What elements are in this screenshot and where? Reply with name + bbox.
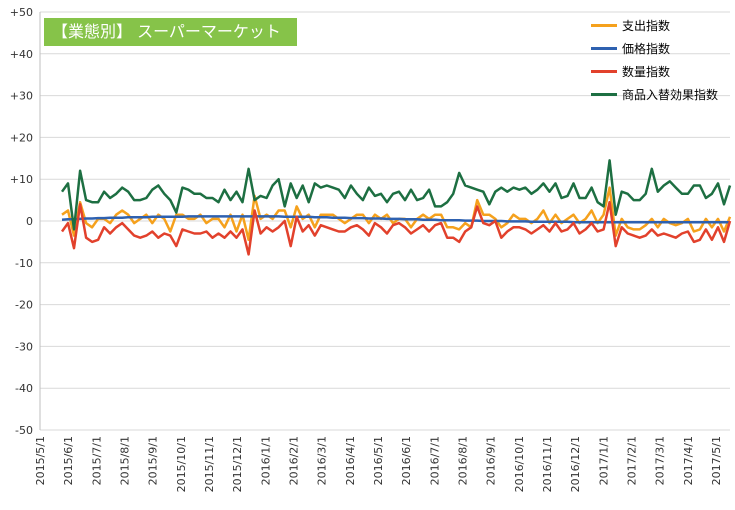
legend-swatch (591, 24, 617, 27)
x-tick-label: 2016/2/1 (287, 436, 300, 485)
x-tick-label: 2016/7/1 (428, 436, 441, 485)
x-tick-label: 2017/2/1 (625, 436, 638, 485)
x-tick-label: 2015/7/1 (90, 436, 103, 485)
x-tick-label: 2015/11/1 (203, 436, 216, 492)
y-tick-label: +10 (10, 173, 33, 186)
y-tick-label: -50 (15, 424, 33, 437)
legend-item-product-replacement: 商品入替効果指数 (591, 83, 718, 106)
y-tick-label: +30 (10, 90, 33, 103)
series-line-1 (61, 215, 730, 224)
legend-label: 支出指数 (622, 19, 671, 33)
series-line-2 (60, 200, 732, 256)
x-tick-label: 2017/1/1 (597, 436, 610, 485)
legend-label: 商品入替効果指数 (622, 88, 719, 102)
x-tick-label: 2017/5/1 (710, 436, 723, 485)
y-tick-label: +20 (10, 131, 33, 144)
legend-swatch (591, 70, 617, 73)
x-tick-label: 2015/8/1 (118, 436, 131, 485)
legend-label: 価格指数 (622, 42, 671, 56)
x-tick-label: 2015/5/1 (34, 436, 47, 485)
legend-item-expenditure: 支出指数 (591, 14, 718, 37)
x-tick-label: 2016/9/1 (485, 436, 498, 485)
x-tick-label: 2017/3/1 (654, 436, 667, 485)
x-tick-label: 2015/12/1 (231, 436, 244, 492)
series-line-0 (61, 186, 732, 242)
series-line-3 (60, 159, 732, 231)
legend-swatch (591, 47, 617, 50)
y-tick-label: +40 (10, 48, 33, 61)
x-tick-label: 2016/12/1 (569, 436, 582, 492)
y-tick-label: -10 (15, 257, 33, 270)
x-tick-label: 2016/5/1 (372, 436, 385, 485)
y-tick-label: 0 (26, 215, 33, 228)
x-tick-label: 2016/4/1 (344, 436, 357, 485)
legend: 支出指数 価格指数 数量指数 商品入替効果指数 (591, 14, 718, 106)
x-axis-tick-labels: 2015/5/1 2015/6/1 2015/7/1 2015/8/1 2015/9/1… (34, 436, 723, 492)
legend-item-price: 価格指数 (591, 37, 718, 60)
x-tick-label: 2016/10/1 (513, 436, 526, 492)
x-tick-label: 2016/6/1 (400, 436, 413, 485)
series-lines (60, 159, 732, 256)
x-tick-label: 2016/1/1 (259, 436, 272, 485)
x-tick-label: 2016/8/1 (456, 436, 469, 485)
y-tick-label: +50 (10, 6, 33, 19)
y-tick-label: -20 (15, 299, 33, 312)
legend-swatch (591, 93, 617, 96)
y-tick-label: -40 (15, 382, 33, 395)
x-tick-label: 2015/10/1 (175, 436, 188, 492)
y-axis-tick-labels: +50 +40 +30 +20 +10 0 -10 -20 -30 -40 -50 (10, 6, 33, 437)
y-tick-label: -30 (15, 340, 33, 353)
legend-item-quantity: 数量指数 (591, 60, 718, 83)
chart-title: 【業態別】 スーパーマーケット (44, 18, 297, 46)
x-tick-label: 2015/9/1 (147, 436, 160, 485)
x-tick-label: 2016/11/1 (541, 436, 554, 492)
x-tick-label: 2017/4/1 (682, 436, 695, 485)
legend-label: 数量指数 (622, 65, 671, 79)
x-tick-label: 2016/3/1 (316, 436, 329, 485)
x-tick-label: 2015/6/1 (62, 436, 75, 485)
